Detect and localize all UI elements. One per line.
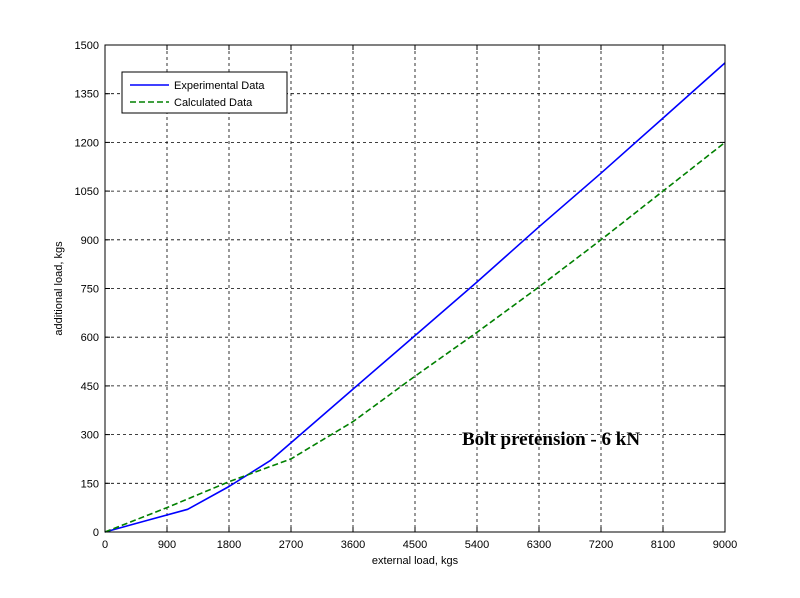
- annotation-bolt-pretension: Bolt pretension - 6 kN: [462, 429, 640, 450]
- x-tick-label: 0: [102, 539, 108, 551]
- series-line-experimental: [104, 62, 726, 533]
- x-tick-label: 8100: [651, 539, 675, 551]
- legend-box: [121, 71, 288, 114]
- x-tick-label: 1800: [217, 539, 241, 551]
- x-tick-label: 9000: [713, 539, 737, 551]
- y-axis-label: additional load, kgs: [53, 241, 65, 336]
- legend: Experimental Data Calculated Data: [121, 71, 288, 114]
- y-tick-label: 0: [93, 527, 99, 539]
- y-tick-label: 600: [81, 332, 99, 344]
- x-axis-label: external load, kgs: [372, 555, 459, 567]
- x-tick-label: 2700: [279, 539, 303, 551]
- y-tick-label: 450: [81, 381, 99, 393]
- legend-label-experimental: Experimental Data: [174, 80, 265, 92]
- series-layer: [104, 62, 726, 533]
- x-tick-label: 4500: [403, 539, 427, 551]
- y-tick-label: 1200: [75, 137, 99, 149]
- x-tick-label: 3600: [341, 539, 365, 551]
- y-tick-label: 300: [81, 430, 99, 442]
- y-tick-label: 900: [81, 235, 99, 247]
- y-tick-label: 1500: [75, 40, 99, 52]
- tick-labels: 0 900 1800 2700 3600 4500 5400 6300 7200 8100 9000…: [75, 40, 738, 551]
- axis-ticks: [104, 44, 726, 533]
- y-tick-label: 150: [81, 478, 99, 490]
- y-tick-label: 750: [81, 284, 99, 296]
- x-tick-label: 900: [158, 539, 176, 551]
- y-tick-label: 1050: [75, 186, 99, 198]
- x-tick-label: 7200: [589, 539, 613, 551]
- x-tick-label: 5400: [465, 539, 489, 551]
- y-tick-label: 1350: [75, 89, 99, 101]
- series-line-calculated: [104, 141, 726, 533]
- x-tick-label: 6300: [527, 539, 551, 551]
- legend-label-calculated: Calculated Data: [174, 97, 253, 109]
